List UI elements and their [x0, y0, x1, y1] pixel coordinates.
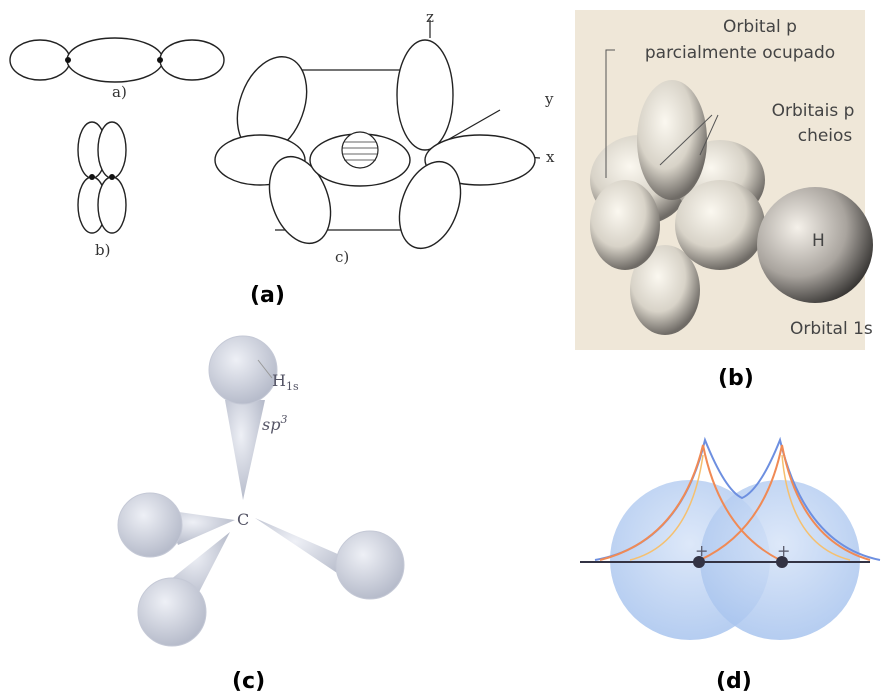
caption-sup: 3 [280, 413, 287, 426]
caption-base: H [272, 371, 286, 390]
panel-a: a) b) z y x c) (a) [10, 8, 555, 308]
panel-b: Orbital p parcialmente ocupado Orbitais … [575, 10, 873, 391]
sub-label: c) [335, 248, 349, 266]
caption-sub: 1s [286, 380, 299, 393]
caption: cheios [798, 126, 853, 146]
caption: C [237, 510, 249, 529]
sign: + [695, 541, 708, 560]
axis-label: z [426, 8, 434, 26]
panel-label: (a) [250, 283, 285, 308]
panel-label: (d) [716, 669, 752, 694]
panel-c: H1s sp3 C (c) [118, 336, 404, 694]
sub-label: a) [112, 83, 127, 101]
caption: Orbitais p [772, 101, 855, 121]
caption: H1s [272, 371, 299, 393]
panel-label: (b) [718, 366, 754, 391]
panel-d: + + (d) [580, 440, 880, 694]
sub-label: b) [95, 241, 110, 259]
axis-label: x [546, 148, 555, 166]
caption-base: sp [262, 415, 280, 434]
caption: sp3 [262, 413, 287, 434]
figure: a) b) z y x c) (a) Orbital p parcialment… [0, 0, 888, 697]
sign: + [777, 541, 790, 560]
panel-label: (c) [232, 669, 265, 694]
caption: Orbital 1s [790, 319, 873, 339]
caption: H [812, 231, 825, 251]
caption: Orbital p [723, 17, 797, 37]
axis-label: y [544, 90, 554, 108]
caption: parcialmente ocupado [645, 43, 835, 63]
